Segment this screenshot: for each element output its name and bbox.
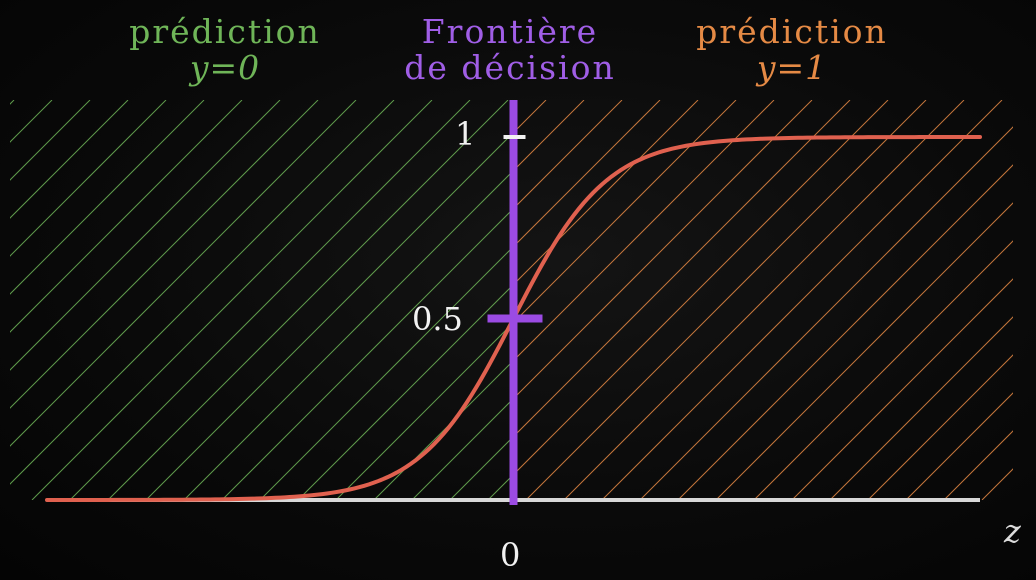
hatch-line xyxy=(31,100,433,500)
hatch-line xyxy=(513,100,661,248)
hatch-line xyxy=(677,164,1013,500)
hatch-line xyxy=(0,100,128,500)
hatch-line xyxy=(69,100,471,500)
region-y1-hatch xyxy=(0,100,1036,500)
hatch-line xyxy=(0,100,394,500)
hatch-line xyxy=(10,100,205,295)
x-axis-label: z xyxy=(1004,512,1021,550)
hatch-line xyxy=(867,354,1013,500)
hatch-line xyxy=(0,100,90,500)
hatch-line xyxy=(1020,100,1036,500)
hatch-line xyxy=(715,202,1013,500)
hatch-line xyxy=(1020,100,1036,500)
hatch-line xyxy=(297,284,513,500)
hatch-line xyxy=(906,100,1036,500)
hatch-line xyxy=(563,100,965,500)
y-tick-label-1: 1 xyxy=(455,115,476,153)
hatch-line xyxy=(10,100,395,485)
decision-boundary-label-line1: Frontière xyxy=(421,12,599,51)
hatch-line xyxy=(943,430,1013,500)
hatch-line xyxy=(981,468,1013,500)
hatch-line xyxy=(259,246,513,500)
hatch-line xyxy=(10,100,281,371)
hatch-line xyxy=(513,100,623,210)
hatch-line xyxy=(10,100,167,257)
hatch-line xyxy=(221,208,513,500)
hatch-line xyxy=(982,100,1036,500)
hatch-line xyxy=(830,100,1036,500)
hatch-line xyxy=(513,100,775,362)
hatch-line xyxy=(513,100,699,286)
region-y0-label: prédiction y=0 xyxy=(95,14,355,86)
hatch-line xyxy=(10,100,243,333)
hatch-line xyxy=(335,322,513,500)
hatch-line xyxy=(10,100,129,219)
hatch-line xyxy=(183,170,513,500)
region-y1-label: prédiction y=1 xyxy=(662,14,922,86)
hatch-line xyxy=(0,100,166,500)
hatch-line xyxy=(678,100,1036,500)
hatch-line xyxy=(0,100,52,500)
hatch-line xyxy=(791,278,1013,500)
hatch-line xyxy=(513,100,813,400)
hatch-line xyxy=(10,100,53,143)
region-y0-label-line1: prédiction xyxy=(129,12,321,51)
hatch-line xyxy=(944,100,1036,500)
hatch-line xyxy=(754,100,1036,500)
hatch-line xyxy=(639,126,1013,500)
hatch-line xyxy=(868,100,1036,500)
hatch-line xyxy=(10,100,319,409)
region-y1-label-line2: y=1 xyxy=(756,48,828,87)
hatch-line xyxy=(411,398,513,500)
decision-boundary-label-line2: de décision xyxy=(404,48,616,87)
region-y0-hatch xyxy=(10,100,1036,500)
hatch-line xyxy=(829,316,1013,500)
hatch-line xyxy=(513,100,889,476)
hatch-line xyxy=(753,240,1013,500)
hatch-line xyxy=(905,392,1013,500)
x-tick-label-0: 0 xyxy=(500,536,521,574)
hatch-line xyxy=(525,100,927,500)
hatch-line xyxy=(0,100,14,500)
hatch-line xyxy=(145,132,513,500)
hatch-line xyxy=(513,100,737,324)
hatch-line xyxy=(373,360,513,500)
hatch-line xyxy=(10,100,91,181)
region-y0-label-line2: y=0 xyxy=(189,48,261,87)
hatch-line xyxy=(107,100,509,500)
hatch-line xyxy=(601,100,1003,500)
y-tick-label-0.5: 0.5 xyxy=(412,300,463,338)
hatch-line xyxy=(10,100,15,105)
region-y1-label-line1: prédiction xyxy=(696,12,888,51)
decision-boundary-label: Frontière de décision xyxy=(385,14,635,86)
hatch-line xyxy=(10,100,357,447)
